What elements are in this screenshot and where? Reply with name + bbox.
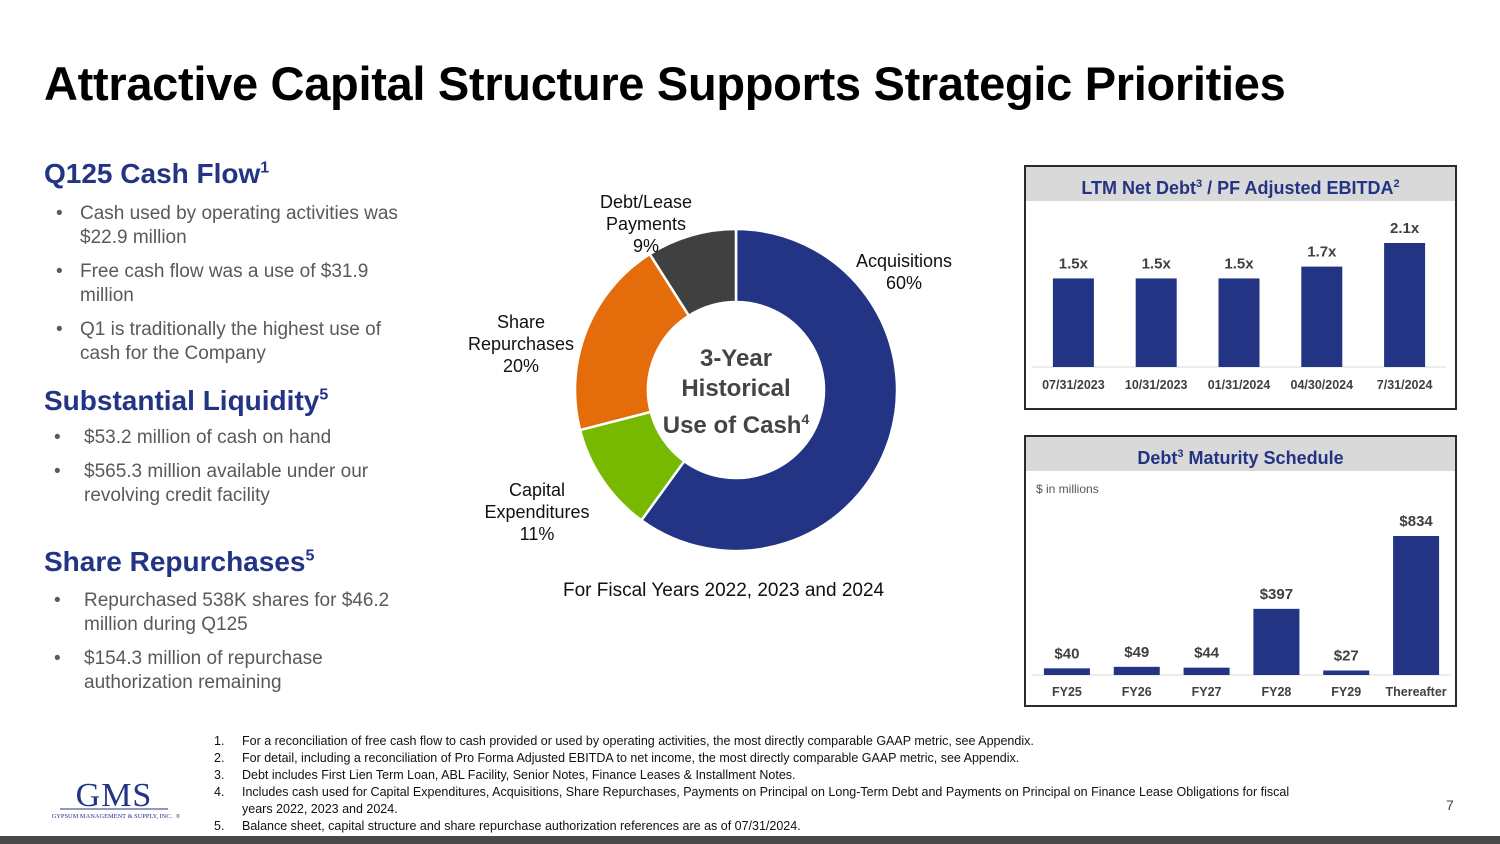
x-tick-label: FY27 — [1192, 685, 1222, 699]
footnote: 3. Debt includes First Lien Term Loan, AB… — [214, 768, 796, 782]
x-tick-label: 7/31/2024 — [1377, 378, 1433, 392]
bar — [1323, 670, 1370, 675]
donut-label-acquisitions: Acquisitions 60% — [855, 251, 953, 293]
x-tick-label: 01/31/2024 — [1208, 378, 1271, 392]
list-item: • Free cash flow was a use of $31.9 milli… — [56, 261, 369, 306]
logo-registered-mark: ® — [176, 813, 180, 820]
maturity-units-label: $ in millions — [1036, 482, 1099, 496]
page-number: 7 — [1446, 797, 1454, 813]
x-tick-label: FY28 — [1261, 685, 1291, 699]
maturity-chart-panel: Debt3 Maturity Schedule $ in millions $4… — [1024, 435, 1457, 707]
bar-value-label: 1.5x — [1142, 255, 1172, 272]
x-tick-label: 07/31/2023 — [1042, 378, 1105, 392]
bar — [1218, 278, 1260, 367]
x-tick-label: 04/30/2024 — [1291, 378, 1354, 392]
bar — [1301, 266, 1343, 367]
footnote: 5. Balance sheet, capital structure and s… — [214, 819, 801, 833]
donut-caption: For Fiscal Years 2022, 2023 and 2024 — [563, 580, 885, 601]
x-tick-label: FY25 — [1052, 685, 1082, 699]
leverage-bar-chart: 1.5x 07/31/2023 1.5x 10/31/2023 1.5x 01/31/20… — [1032, 220, 1446, 392]
bar-value-label: 1.5x — [1059, 255, 1089, 272]
logo-subtext: GYPSUM MANAGEMENT & SUPPLY, INC. — [52, 813, 173, 820]
liquidity-list: • $53.2 million of cash on hand • $565.3 m… — [44, 426, 424, 518]
footnote: 2. For detail, including a reconciliation… — [214, 751, 1020, 765]
bar-value-label: 1.7x — [1307, 244, 1337, 261]
list-item: • Q1 is traditionally the highest use of … — [56, 319, 382, 364]
footer-bar — [0, 836, 1500, 844]
bar — [1253, 608, 1300, 675]
x-tick-label: Thereafter — [1386, 685, 1447, 699]
bar — [1183, 667, 1230, 675]
donut-label-capex: Capital Expenditures 11% — [484, 480, 590, 544]
bar-value-label: $49 — [1124, 644, 1149, 661]
bar-value-label: $834 — [1399, 513, 1433, 530]
leverage-chart-title: LTM Net Debt3 / PF Adjusted EBITDA2 — [1026, 167, 1455, 201]
bar-value-label: 1.5x — [1224, 255, 1254, 272]
bar — [1384, 243, 1426, 367]
footnote: 1. For a reconciliation of free cash flow… — [214, 734, 1034, 748]
footnotes: 1. For a reconciliation of free cash flow… — [214, 733, 1322, 835]
bar — [1135, 278, 1177, 367]
list-item: • $53.2 million of cash on hand — [54, 427, 332, 448]
bar — [1393, 536, 1440, 675]
bar — [1113, 666, 1160, 675]
list-item: • $154.3 million of repurchase authorizat… — [54, 648, 323, 693]
repurchases-heading: Share Repurchases5 — [44, 546, 315, 577]
bar — [1043, 668, 1090, 675]
list-item: • $565.3 million available under our revo… — [54, 461, 369, 506]
x-tick-label: FY26 — [1122, 685, 1152, 699]
x-tick-label: FY29 — [1331, 685, 1361, 699]
repurchases-list: • Repurchased 538K shares for $46.2 milli… — [44, 589, 424, 705]
donut-label-share-repurchases: Share Repurchases 20% — [467, 312, 575, 376]
logo-wordmark: GMS — [76, 777, 153, 814]
footnote: 4. Includes cash used for Capital Expendi… — [214, 785, 1290, 816]
bar-value-label: 2.1x — [1390, 220, 1420, 237]
liquidity-heading: Substantial Liquidity5 — [44, 385, 329, 416]
cash-flow-heading: Q125 Cash Flow1 — [44, 158, 270, 189]
donut-center-label: 3-Year Historical Use of Cash4 — [662, 345, 810, 439]
page-title: Attractive Capital Structure Supports St… — [44, 57, 1286, 110]
x-tick-label: 10/31/2023 — [1125, 378, 1188, 392]
leverage-chart-panel: LTM Net Debt3 / PF Adjusted EBITDA2 1.5x… — [1024, 165, 1457, 410]
donut-label-debt-lease: Debt/Lease Payments 9% — [599, 192, 693, 256]
bar-value-label: $27 — [1334, 648, 1359, 665]
list-item: • Repurchased 538K shares for $46.2 milli… — [54, 590, 390, 635]
bar-value-label: $40 — [1054, 645, 1079, 662]
bar-value-label: $44 — [1194, 645, 1220, 662]
maturity-chart-title: Debt3 Maturity Schedule — [1026, 437, 1455, 471]
cash-flow-list: • Cash used by operating activities was $… — [44, 202, 424, 376]
gms-logo: GMS GYPSUM MANAGEMENT & SUPPLY, INC. ® — [52, 777, 180, 820]
maturity-bar-chart: $40 FY25 $49 FY26 $44 FY27 $397 FY28 $27 FY29 $834… — [1032, 513, 1451, 699]
list-item: • Cash used by operating activities was $… — [56, 203, 398, 248]
bar — [1052, 278, 1094, 367]
bar-value-label: $397 — [1260, 586, 1293, 603]
